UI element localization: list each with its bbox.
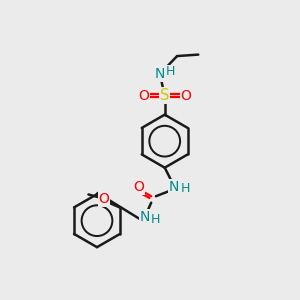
Text: O: O	[181, 88, 191, 103]
Text: H: H	[166, 65, 175, 79]
Text: H: H	[181, 182, 190, 195]
Text: O: O	[98, 192, 109, 206]
Text: N: N	[140, 210, 150, 224]
Text: N: N	[154, 67, 165, 81]
Text: N: N	[169, 180, 179, 194]
Text: O: O	[134, 180, 144, 194]
Text: S: S	[160, 88, 169, 103]
Text: O: O	[138, 88, 149, 103]
Text: H: H	[151, 213, 160, 226]
